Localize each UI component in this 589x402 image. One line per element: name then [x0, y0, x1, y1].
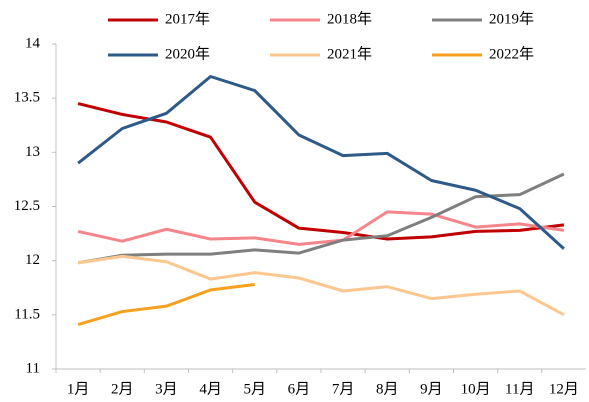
y-tick-label: 12	[25, 252, 40, 268]
legend-label: 2019年	[489, 10, 534, 27]
series-line	[77, 75, 565, 250]
x-tick-label: 12月	[549, 381, 579, 397]
x-tick-label: 7月	[332, 381, 355, 397]
y-tick-label: 11	[26, 360, 40, 376]
legend-label: 2020年	[165, 45, 210, 62]
x-tick-label: 5月	[243, 381, 266, 397]
y-tick-label: 13.5	[14, 90, 40, 106]
legend-label: 2022年	[489, 45, 534, 62]
legend-label: 2018年	[327, 10, 372, 27]
legend-label: 2021年	[327, 45, 372, 62]
y-tick-label: 11.5	[14, 306, 40, 322]
series-line	[77, 172, 565, 265]
legend-label: 2017年	[165, 10, 210, 27]
x-tick-label: 6月	[288, 381, 311, 397]
x-tick-label: 8月	[376, 381, 399, 397]
y-tick-label: 14	[25, 35, 41, 51]
series-line	[77, 254, 565, 317]
x-tick-label: 10月	[461, 381, 491, 397]
series-line	[77, 283, 255, 327]
x-tick-label: 2月	[111, 381, 134, 397]
y-tick-label: 13	[25, 144, 40, 160]
x-tick-label: 4月	[199, 381, 222, 397]
series-line	[77, 102, 565, 241]
y-tick-label: 12.5	[14, 198, 40, 214]
x-tick-label: 3月	[155, 381, 178, 397]
x-tick-label: 1月	[67, 381, 90, 397]
series-line	[77, 210, 565, 246]
x-tick-label: 9月	[420, 381, 443, 397]
x-tick-label: 11月	[505, 381, 534, 397]
